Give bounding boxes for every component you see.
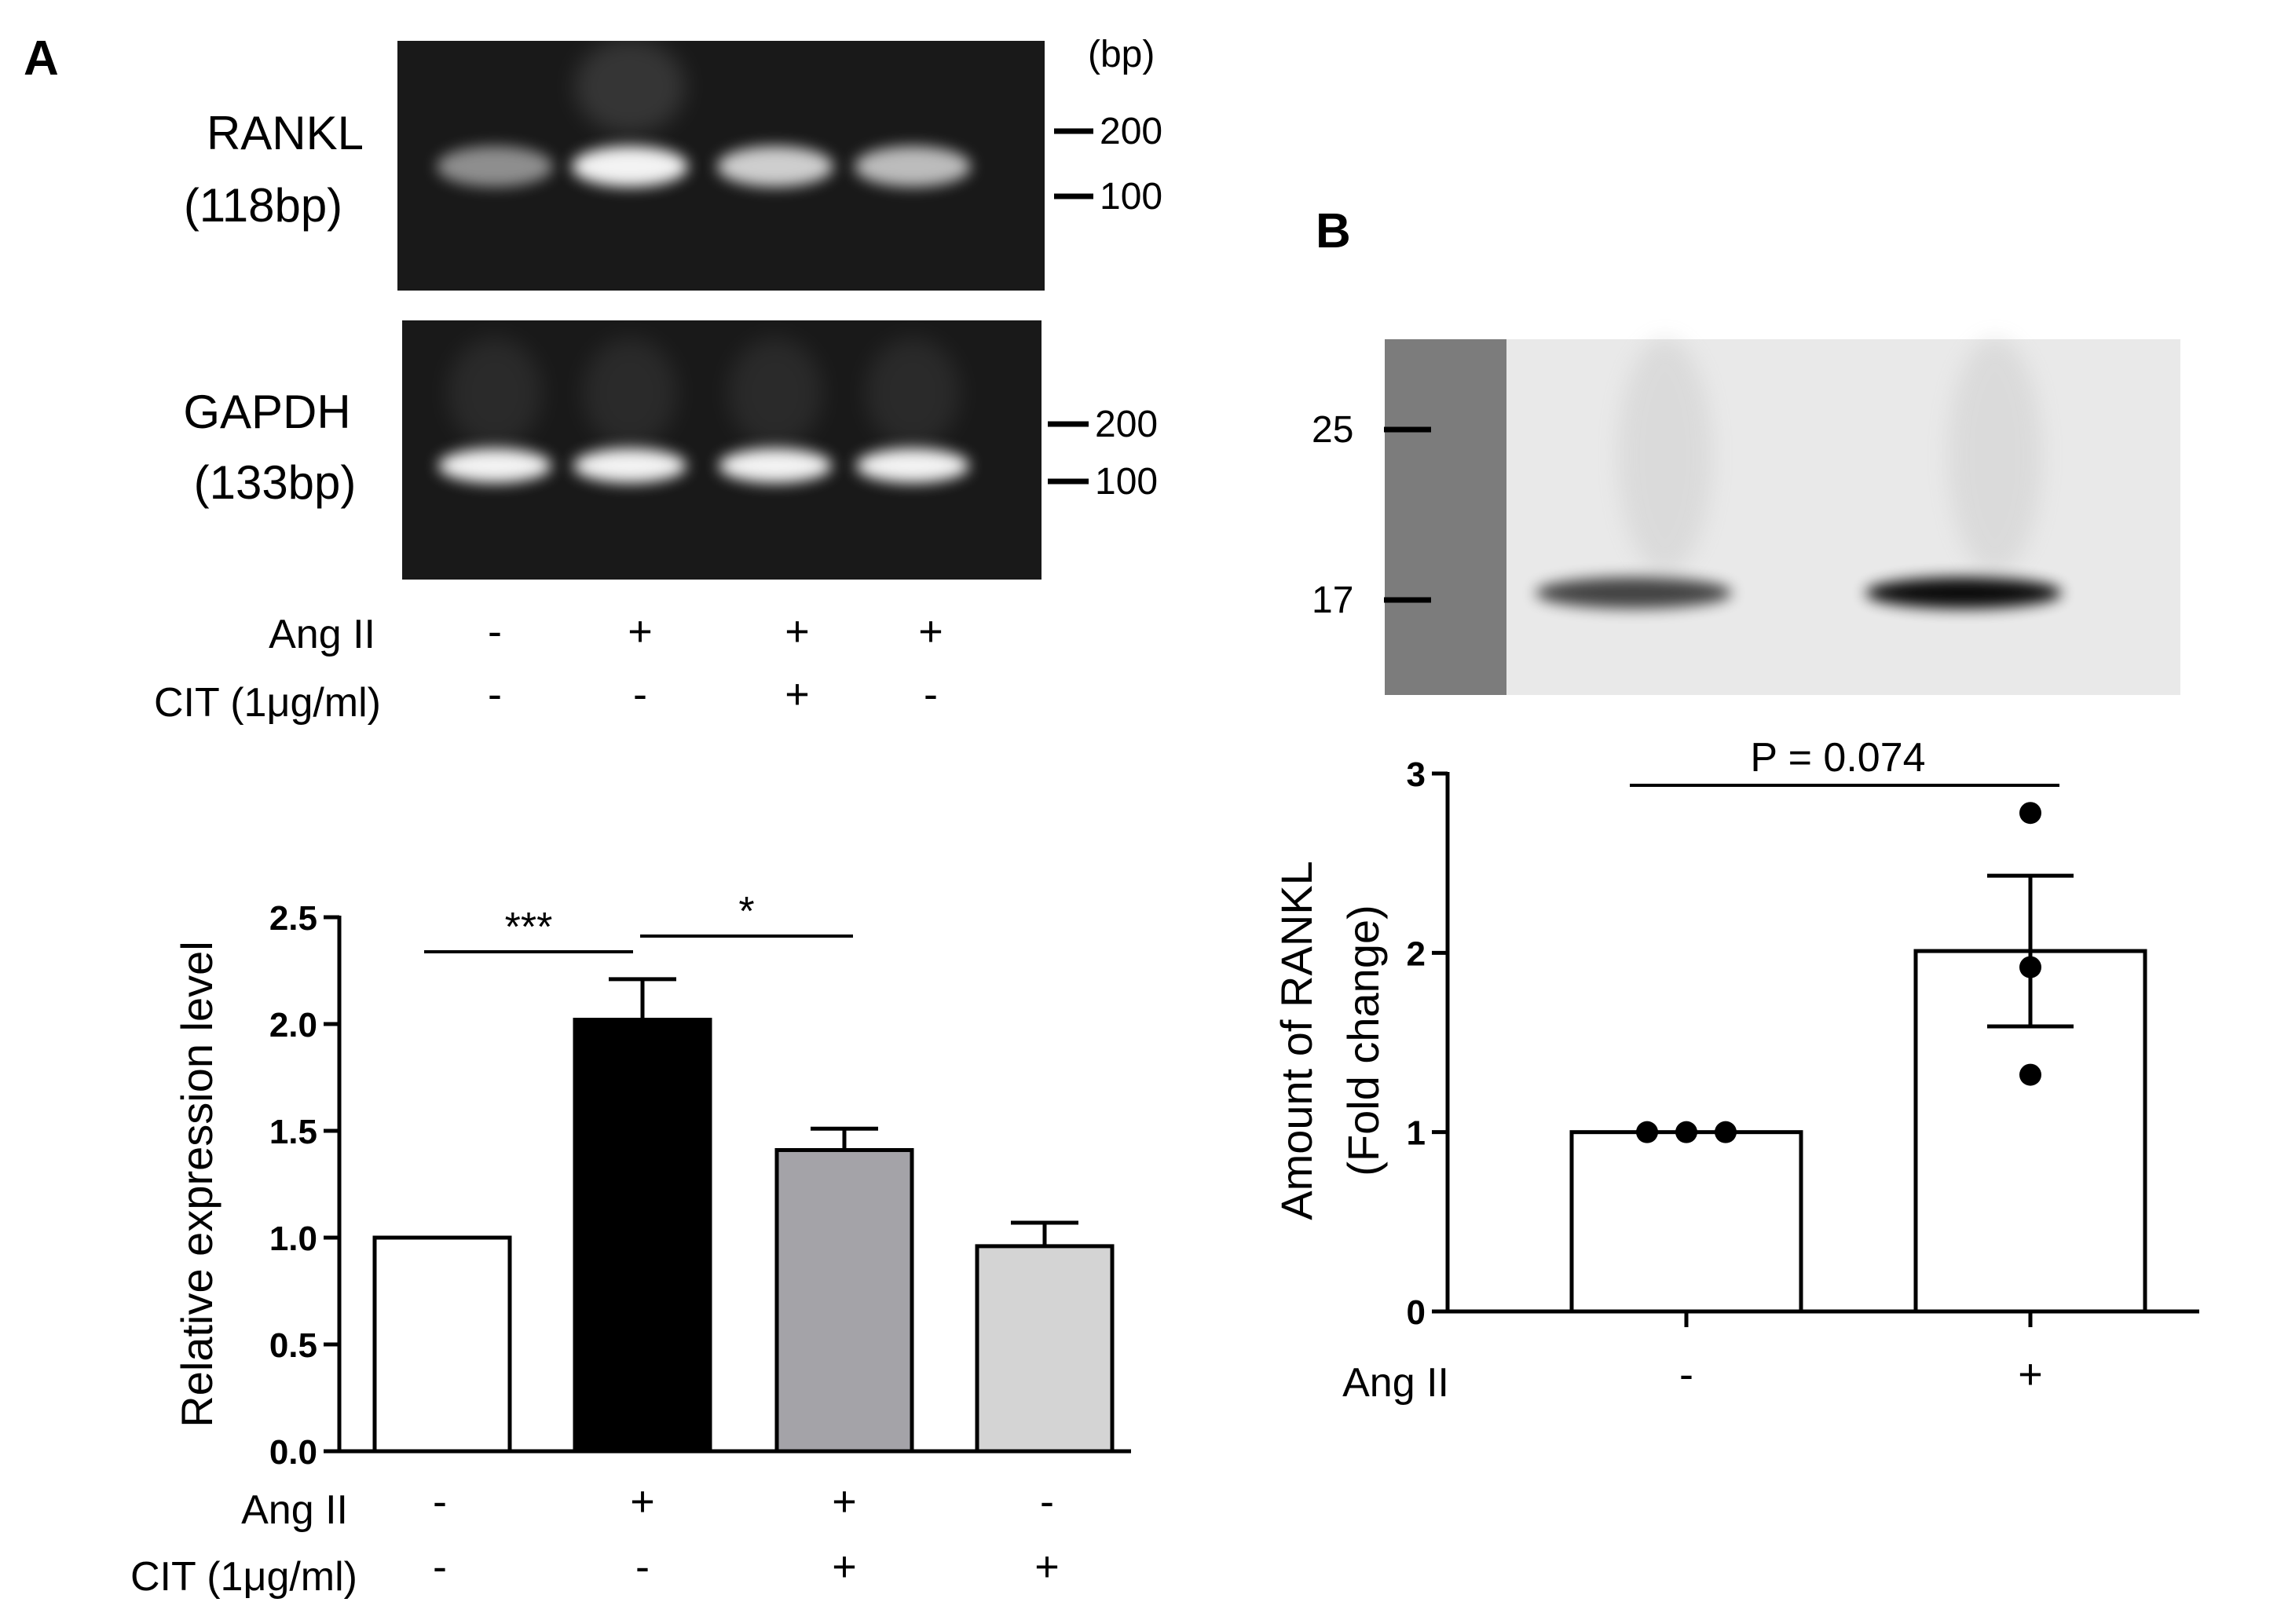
chart-a-cit-sign-2: -: [635, 1543, 650, 1590]
chart-a-bar-3: [774, 1147, 914, 1454]
gel-ang-sign-1: -: [488, 608, 502, 655]
chart-b-significance-label: P = 0.074: [1750, 735, 1925, 781]
chart-a-ytick-label: 2.0: [269, 1006, 317, 1044]
chart-b-point-2-1: [2019, 802, 2041, 825]
chart-b-ytick-label: 2: [1407, 935, 1426, 973]
chart-a-relative-expression: 0.0 0.5 1.0 1.5 2.0 2.5 Relative expression le…: [130, 889, 1131, 1600]
chart-a-ang-sign-2: +: [630, 1478, 655, 1525]
rankl-band-lane-2: [572, 146, 688, 187]
gel-ang-sign-3: +: [785, 608, 810, 655]
gapdh-smear-lane-2: [583, 338, 677, 448]
rankl-gene-label: RANKL: [207, 107, 364, 159]
chart-a-significance-label-2: *: [738, 889, 754, 935]
gel-cit-sign-4: -: [924, 671, 938, 718]
rankl-band-lane-4: [855, 146, 971, 187]
gapdh-marker-100-label: 100: [1095, 461, 1158, 503]
chart-a-y-axis-label: Relative expression level: [172, 941, 221, 1427]
bp-unit-label: (bp): [1088, 34, 1155, 75]
gel-cit-label: CIT (1μg/ml): [154, 680, 381, 726]
chart-b-ytick-label: 1: [1407, 1114, 1426, 1153]
gel-cit-sign-3: +: [785, 671, 810, 718]
blot-band-lane-1: [1536, 577, 1732, 609]
chart-b-point-1-2: [1675, 1121, 1697, 1143]
chart-b-point-2-3: [2019, 1063, 2041, 1086]
chart-a-bar-4: [975, 1244, 1115, 1454]
chart-a-cit-sign-1: -: [433, 1543, 447, 1590]
chart-b-ang-label: Ang II: [1342, 1360, 1449, 1406]
blot-band-lane-2: [1865, 577, 2062, 609]
chart-a-ytick-label: 1.5: [269, 1113, 317, 1151]
gapdh-band-lane-2: [573, 448, 686, 483]
rankl-size-label: (118bp): [184, 179, 342, 232]
gel-ang-label: Ang II: [269, 612, 375, 657]
blot-smear-lane-2: [1948, 338, 2042, 573]
gel-condition-signs: - + + + - - + -: [488, 608, 943, 718]
gel-cit-sign-2: -: [633, 671, 647, 718]
chart-b-ang-sign-2: +: [2018, 1351, 2043, 1398]
chart-b-ang-sign-1: -: [1679, 1351, 1693, 1398]
chart-b-bar-1: [1569, 1130, 1803, 1314]
panel-b-label: B: [1316, 204, 1351, 258]
panel-a-label: A: [24, 31, 59, 86]
chart-b-y-axis-label-line2: (Fold change): [1338, 905, 1388, 1176]
rankl-marker-200-label: 200: [1100, 111, 1162, 152]
chart-b-point-2-2: [2019, 956, 2041, 978]
chart-a-ytick-label: 1.0: [269, 1220, 317, 1258]
chart-b-point-1-1: [1636, 1121, 1658, 1143]
gel-ang-sign-4: +: [918, 608, 943, 655]
chart-b-rankl-fold-change: 0 1 2 3 Amount of RANKL (Fold change) P = 0.07…: [1272, 735, 2199, 1406]
gapdh-smear-lane-4: [866, 338, 960, 448]
gapdh-gel: [402, 320, 1041, 580]
gapdh-size-label: (133bp): [194, 456, 357, 509]
chart-a-cit-sign-4: +: [1034, 1543, 1060, 1590]
chart-a-significance-label-1: ***: [505, 905, 553, 950]
blot-marker-25-label: 25: [1312, 409, 1353, 451]
chart-a-bar-2: [573, 1018, 712, 1454]
gapdh-smear-lane-3: [728, 338, 822, 448]
chart-b-ytick-label: 3: [1407, 755, 1426, 794]
gapdh-gene-label: GAPDH: [183, 386, 350, 438]
gapdh-marker-200-label: 200: [1095, 404, 1158, 445]
chart-a-ang-sign-4: -: [1040, 1478, 1054, 1525]
rankl-band-lane-1: [437, 146, 553, 187]
western-blot: [1385, 338, 2180, 695]
rankl-marker-100-label: 100: [1100, 176, 1162, 218]
gapdh-smear-lane-1: [448, 338, 542, 448]
rankl-smear: [575, 39, 685, 134]
blot-marker-17-label: 17: [1312, 580, 1353, 621]
chart-b-point-1-3: [1715, 1121, 1737, 1143]
chart-a-ytick-label: 2.5: [269, 899, 317, 938]
rankl-band-lane-3: [717, 146, 833, 187]
chart-a-ytick-label: 0.5: [269, 1326, 317, 1365]
chart-a-ang-sign-1: -: [433, 1478, 447, 1525]
chart-b-ytick-label: 0: [1407, 1293, 1426, 1332]
chart-a-bar-1: [372, 1235, 512, 1454]
blot-smear-lane-1: [1618, 338, 1712, 573]
gapdh-band-lane-4: [856, 448, 969, 483]
gapdh-band-lane-3: [719, 448, 832, 483]
rankl-gel: [397, 39, 1045, 291]
gel-ang-sign-2: +: [628, 608, 653, 655]
chart-b-y-axis-label-line1: Amount of RANKL: [1272, 861, 1321, 1220]
chart-a-ang-sign-3: +: [832, 1478, 857, 1525]
chart-a-cit-sign-3: +: [832, 1543, 857, 1590]
gel-cit-sign-1: -: [488, 671, 502, 718]
gapdh-band-lane-1: [438, 448, 551, 483]
chart-a-ytick-label: 0.0: [269, 1433, 317, 1472]
chart-a-ang-label: Ang II: [241, 1487, 348, 1533]
chart-a-cit-label: CIT (1μg/ml): [130, 1554, 357, 1600]
